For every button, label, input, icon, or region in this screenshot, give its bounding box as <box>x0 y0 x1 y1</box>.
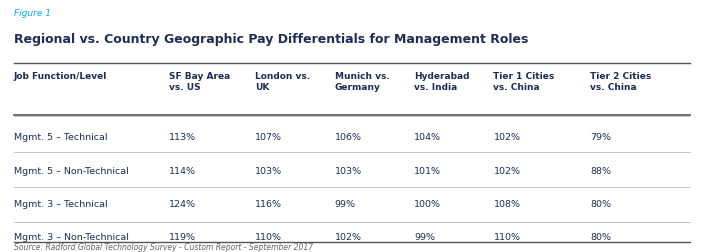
Text: 124%: 124% <box>169 200 196 209</box>
Text: 79%: 79% <box>590 133 611 142</box>
Text: 107%: 107% <box>256 133 282 142</box>
Text: 103%: 103% <box>256 167 282 176</box>
Text: London vs.
UK: London vs. UK <box>256 72 310 92</box>
Text: 102%: 102% <box>494 133 520 142</box>
Text: 110%: 110% <box>256 233 282 242</box>
Text: Source: Radford Global Technology Survey - Custom Report - September 2017: Source: Radford Global Technology Survey… <box>14 243 313 252</box>
Text: 104%: 104% <box>414 133 441 142</box>
Text: Job Function/Level: Job Function/Level <box>14 72 107 81</box>
Text: 99%: 99% <box>335 200 356 209</box>
Text: Tier 1 Cities
vs. China: Tier 1 Cities vs. China <box>494 72 555 92</box>
Text: 116%: 116% <box>256 200 282 209</box>
Text: 102%: 102% <box>494 167 520 176</box>
Text: Mgmt. 5 – Non-Technical: Mgmt. 5 – Non-Technical <box>14 167 129 176</box>
Text: Hyderabad
vs. India: Hyderabad vs. India <box>414 72 470 92</box>
Text: Mgmt. 5 – Technical: Mgmt. 5 – Technical <box>14 133 108 142</box>
Text: 99%: 99% <box>414 233 435 242</box>
Text: Regional vs. Country Geographic Pay Differentials for Management Roles: Regional vs. Country Geographic Pay Diff… <box>14 34 528 46</box>
Text: 80%: 80% <box>590 233 611 242</box>
Text: Tier 2 Cities
vs. China: Tier 2 Cities vs. China <box>590 72 651 92</box>
Text: 110%: 110% <box>494 233 520 242</box>
Text: 119%: 119% <box>169 233 196 242</box>
Text: 114%: 114% <box>169 167 196 176</box>
Text: Mgmt. 3 – Technical: Mgmt. 3 – Technical <box>14 200 108 209</box>
Text: 88%: 88% <box>590 167 611 176</box>
Text: Munich vs.
Germany: Munich vs. Germany <box>335 72 389 92</box>
Text: Figure 1: Figure 1 <box>14 9 51 18</box>
Text: 103%: 103% <box>335 167 362 176</box>
Text: SF Bay Area
vs. US: SF Bay Area vs. US <box>169 72 230 92</box>
Text: 108%: 108% <box>494 200 520 209</box>
Text: 100%: 100% <box>414 200 441 209</box>
Text: 106%: 106% <box>335 133 362 142</box>
Text: 80%: 80% <box>590 200 611 209</box>
Text: 102%: 102% <box>335 233 362 242</box>
Text: 113%: 113% <box>169 133 196 142</box>
Text: Mgmt. 3 – Non-Technical: Mgmt. 3 – Non-Technical <box>14 233 129 242</box>
Text: 101%: 101% <box>414 167 441 176</box>
